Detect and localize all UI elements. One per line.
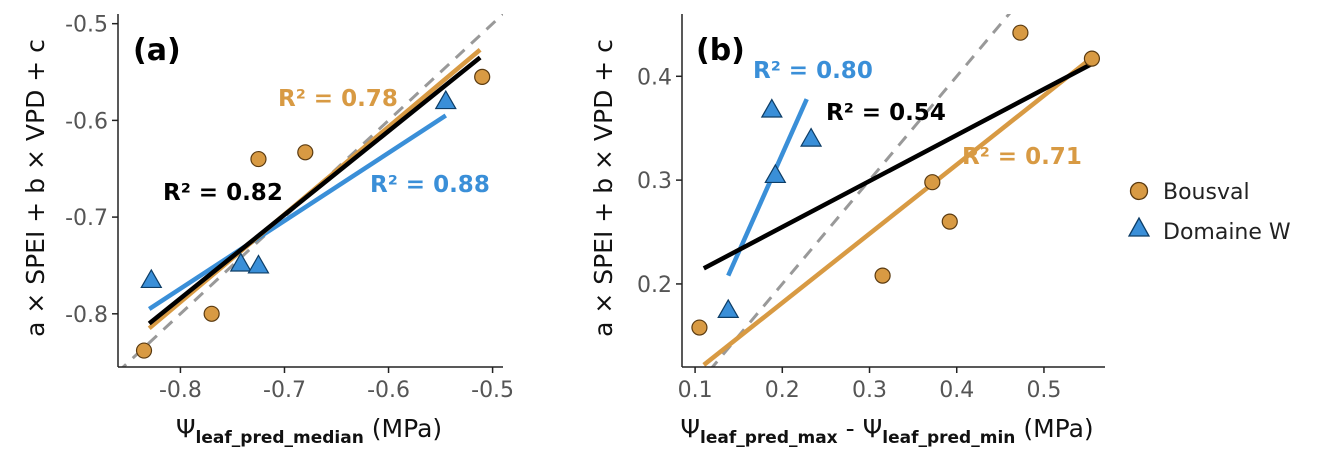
panel-a-xlabel-unit: (MPa) (364, 414, 442, 443)
panel-a-point-domaine-w (140, 268, 163, 289)
panel-a-xtick-label: -0.5 (471, 378, 514, 403)
panel-b-ytick-label: 0.2 (637, 273, 672, 298)
panel-a-xtick-label: -0.6 (367, 378, 410, 403)
panel-b-xtick-label: 0.2 (765, 378, 800, 403)
legend: Bousval Domaine W (1127, 180, 1291, 245)
panel-a-xtick-label: -0.7 (263, 378, 306, 403)
panel-b-xtick-label: 0.5 (1026, 378, 1061, 403)
panel-b-identity-line (710, 14, 1012, 367)
panel-b-ylabel: a × SPEI + b × VPD + c (589, 39, 618, 337)
legend-domaine-label: Domaine W (1163, 220, 1291, 245)
panel-a-ytick-label: -0.5 (65, 13, 108, 38)
panel-b-r2-domaine: R² = 0.80 (753, 58, 873, 84)
panel-a-point-domaine-w (229, 252, 252, 272)
panel-a-ytick-label: -0.8 (65, 303, 108, 328)
panel-b-point-bousval (924, 174, 941, 191)
panel-b-point-bousval (1012, 24, 1029, 41)
panel-b-xtick-label: 0.4 (939, 378, 974, 403)
panel-a-point-bousval (203, 305, 220, 322)
panel-a-point-bousval (297, 144, 314, 161)
panel-b-point-bousval (874, 267, 891, 284)
panel-b-point-domaine-w (760, 98, 783, 118)
panel-b-point-domaine-w (764, 163, 787, 184)
panel-b-r2-overall: R² = 0.54 (826, 100, 946, 126)
panel-b-fit-bousval (702, 55, 1094, 367)
panel-a-xlabel-sub: leaf_pred_median (196, 428, 364, 448)
panel-a-r2-bousval: R² = 0.78 (278, 86, 398, 112)
legend-domaine-marker (1127, 216, 1151, 237)
legend-bousval-marker (1129, 181, 1149, 201)
panel-b-xlabel-main1: Ψ (680, 414, 700, 443)
panel-b-xlabel-unit: (MPa) (1015, 414, 1093, 443)
panel-a-ylabel: a × SPEI + b × VPD + c (21, 39, 50, 337)
panel-a-r2-overall: R² = 0.82 (163, 180, 283, 206)
panel-b-ytick-label: 0.4 (637, 65, 672, 90)
panel-b-ytick-label: 0.3 (637, 169, 672, 194)
panel-a-point-bousval (135, 342, 153, 359)
panel-a-fit-domaine-w (147, 113, 447, 311)
panel-b-xlabel-mid: - Ψ (838, 414, 883, 443)
panel-b-point-bousval (1083, 50, 1101, 67)
panel-a-label: (a) (133, 33, 181, 68)
panel-a-point-bousval (474, 68, 491, 85)
legend-bousval-label: Bousval (1163, 180, 1250, 205)
panel-b-xlabel-sub1: leaf_pred_max (700, 428, 838, 448)
panel-b-fit-overall (702, 61, 1093, 271)
panel-b-xlabel-sub2: leaf_pred_min (882, 428, 1015, 448)
panel-a-fit-overall (147, 55, 482, 326)
panel-a: (a) -0.8 -0.7 -0.6 -0.5 -0.8 -0.7 -0.6 -0.5 R² … (21, 13, 514, 448)
panel-a-ytick-label: -0.6 (65, 109, 108, 134)
panel-b-xtick-label: 0.1 (678, 378, 713, 403)
panel-a-point-domaine-w (434, 89, 457, 110)
panel-b-point-domaine-w (800, 127, 823, 147)
panel-b-xtick-label: 0.3 (852, 378, 887, 403)
panel-a-point-bousval (250, 150, 267, 168)
panel-a-xtick-label: -0.8 (159, 378, 202, 403)
panel-b-xlabel: Ψleaf_pred_max - Ψleaf_pred_min (MPa) (680, 414, 1093, 448)
panel-a-point-domaine-w (247, 254, 270, 274)
panel-b-label: (b) (696, 33, 745, 68)
panel-b-point-bousval (941, 213, 958, 230)
panel-b-point-bousval (691, 319, 708, 336)
panel-a-xlabel-main: Ψ (176, 414, 196, 443)
panel-a-ytick-label: -0.7 (65, 206, 108, 231)
panel-a-identity-line (120, 14, 503, 367)
panel-a-r2-domaine: R² = 0.88 (370, 172, 490, 198)
panel-b-point-domaine-w (717, 298, 740, 318)
panel-b: (b) 0.1 0.2 0.3 0.4 0.5 0.2 0.3 0.4 R² = 0.80 R… (589, 14, 1105, 448)
panel-b-r2-bousval: R² = 0.71 (962, 144, 1082, 170)
panel-a-xlabel: Ψleaf_pred_median (MPa) (176, 414, 442, 448)
